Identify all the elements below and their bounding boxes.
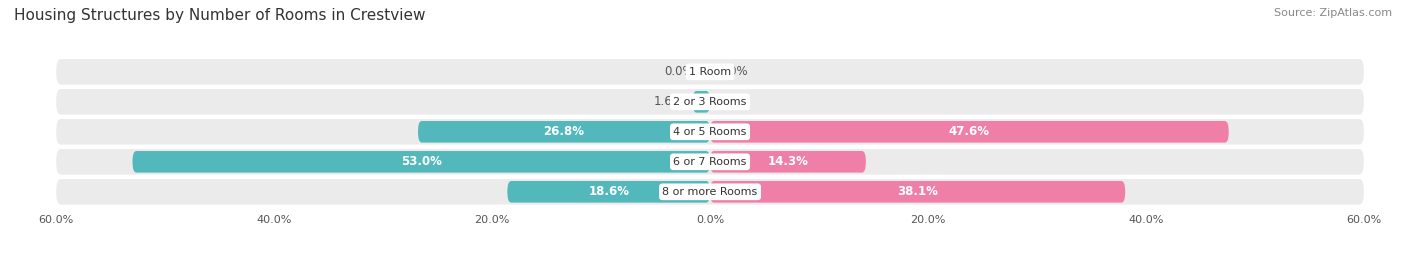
FancyBboxPatch shape (56, 59, 1364, 84)
Text: 26.8%: 26.8% (544, 125, 585, 138)
Text: 14.3%: 14.3% (768, 155, 808, 168)
Text: 2 or 3 Rooms: 2 or 3 Rooms (673, 97, 747, 107)
Text: 1 Room: 1 Room (689, 67, 731, 77)
FancyBboxPatch shape (693, 91, 710, 113)
Text: Source: ZipAtlas.com: Source: ZipAtlas.com (1274, 8, 1392, 18)
Text: 0.0%: 0.0% (718, 65, 748, 78)
Text: 8 or more Rooms: 8 or more Rooms (662, 187, 758, 197)
Legend: Owner-occupied, Renter-occupied: Owner-occupied, Renter-occupied (582, 267, 838, 269)
FancyBboxPatch shape (56, 119, 1364, 144)
FancyBboxPatch shape (418, 121, 710, 143)
FancyBboxPatch shape (56, 179, 1364, 204)
Text: 4 or 5 Rooms: 4 or 5 Rooms (673, 127, 747, 137)
Text: Housing Structures by Number of Rooms in Crestview: Housing Structures by Number of Rooms in… (14, 8, 426, 23)
Text: 1.6%: 1.6% (654, 95, 683, 108)
FancyBboxPatch shape (710, 121, 1229, 143)
FancyBboxPatch shape (508, 181, 710, 203)
Text: 38.1%: 38.1% (897, 185, 938, 198)
Text: 47.6%: 47.6% (949, 125, 990, 138)
Text: 18.6%: 18.6% (588, 185, 630, 198)
FancyBboxPatch shape (56, 149, 1364, 175)
Text: 0.0%: 0.0% (718, 95, 748, 108)
FancyBboxPatch shape (132, 151, 710, 173)
Text: 6 or 7 Rooms: 6 or 7 Rooms (673, 157, 747, 167)
Text: 0.0%: 0.0% (664, 65, 693, 78)
FancyBboxPatch shape (56, 89, 1364, 115)
FancyBboxPatch shape (710, 151, 866, 173)
FancyBboxPatch shape (710, 181, 1125, 203)
Text: 53.0%: 53.0% (401, 155, 441, 168)
